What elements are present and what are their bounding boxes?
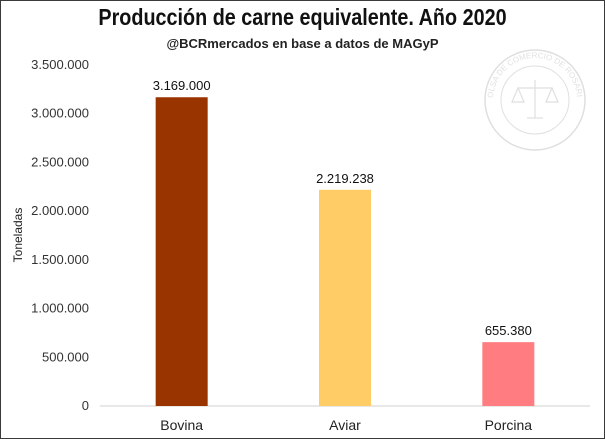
category-labels: Bovina Aviar Porcina bbox=[160, 417, 532, 433]
category-label-bovina: Bovina bbox=[160, 417, 203, 433]
scales-of-justice-seal-icon bbox=[511, 80, 559, 119]
bar-bovina bbox=[155, 97, 208, 407]
y-tick-label: 2.500.000 bbox=[31, 154, 89, 169]
y-axis-label: Toneladas bbox=[11, 208, 25, 263]
y-tick-label: 500.000 bbox=[42, 349, 89, 364]
data-label-aviar: 2.219.238 bbox=[316, 171, 374, 186]
chart-subtitle: @BCRmercados en base a datos de MAGyP bbox=[166, 36, 439, 51]
category-label-porcina: Porcina bbox=[485, 417, 533, 433]
y-tick-label: 0 bbox=[82, 398, 89, 413]
data-label-bovina: 3.169.000 bbox=[153, 78, 211, 93]
y-axis-ticks: 0 500.000 1.000.000 1.500.000 2.000.000 2.500… bbox=[31, 57, 89, 413]
y-tick-label: 3.000.000 bbox=[31, 106, 89, 121]
data-labels: 3.169.000 2.219.238 655.380 bbox=[153, 78, 532, 338]
y-tick-label: 1.500.000 bbox=[31, 252, 89, 267]
watermark-text: BOLSA DE COMERCIO DE ROSARIO bbox=[0, 0, 584, 98]
chart-title: Producción de carne equivalente. Año 202… bbox=[98, 4, 507, 30]
category-label-aviar: Aviar bbox=[329, 417, 361, 433]
bars bbox=[155, 97, 535, 407]
bcr-seal-watermark: BOLSA DE COMERCIO DE ROSARIO bbox=[0, 0, 586, 151]
y-tick-label: 2.000.000 bbox=[31, 203, 89, 218]
y-tick-label: 3.500.000 bbox=[31, 57, 89, 72]
bar-aviar bbox=[319, 189, 371, 406]
data-label-porcina: 655.380 bbox=[485, 323, 532, 338]
bar-porcina bbox=[482, 342, 535, 406]
y-tick-label: 1.000.000 bbox=[31, 301, 89, 316]
